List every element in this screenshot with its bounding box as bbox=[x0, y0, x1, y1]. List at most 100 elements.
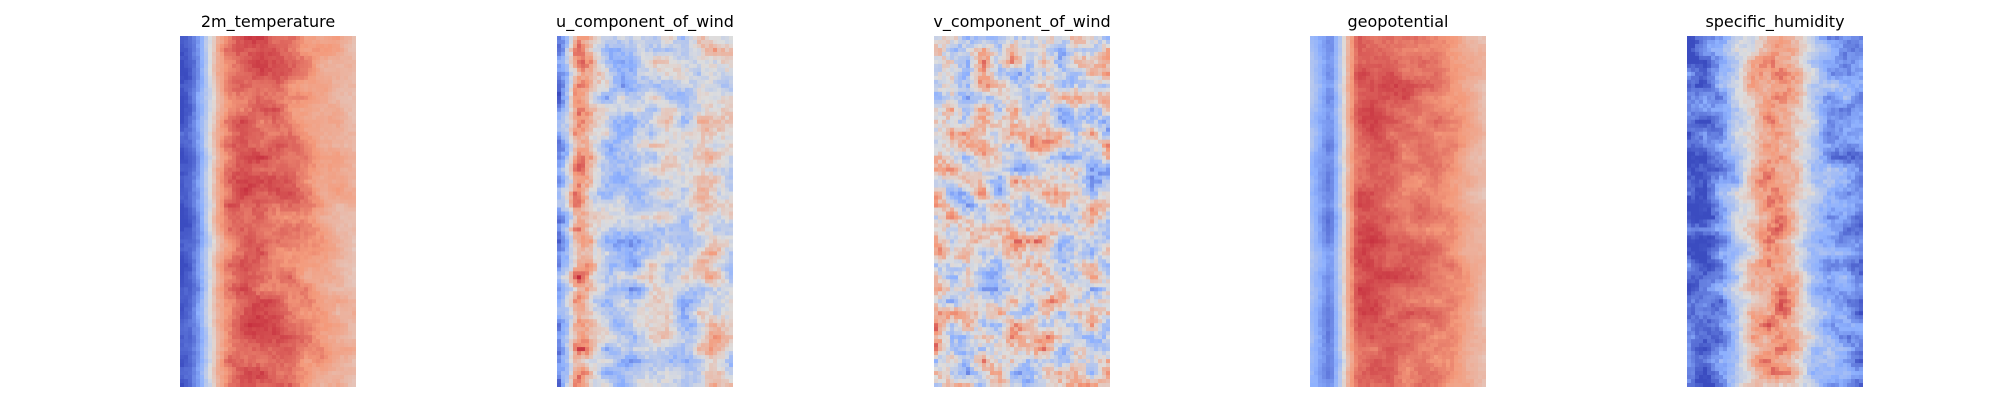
heatmap-cell bbox=[204, 207, 209, 213]
heatmap-cell bbox=[280, 63, 285, 69]
heatmap-cell bbox=[621, 131, 626, 137]
heatmap-cell bbox=[296, 36, 301, 41]
heatmap-cell bbox=[589, 59, 594, 65]
heatmap-cell bbox=[336, 99, 341, 105]
heatmap-cell bbox=[192, 279, 197, 284]
heatmap-cell bbox=[244, 111, 249, 117]
heatmap-cell bbox=[256, 351, 261, 356]
heatmap-cell bbox=[280, 147, 285, 153]
heatmap-cell bbox=[348, 235, 353, 241]
heatmap-cell bbox=[220, 299, 225, 304]
heatmap-cell bbox=[729, 83, 733, 89]
heatmap-cell bbox=[308, 267, 313, 272]
heatmap-cell bbox=[328, 167, 333, 173]
heatmap-cell bbox=[268, 375, 273, 380]
heatmap-cell bbox=[224, 219, 229, 225]
heatmap-cell bbox=[312, 335, 317, 340]
heatmap-cell bbox=[693, 127, 698, 133]
heatmap-cell bbox=[332, 59, 337, 65]
heatmap-cell bbox=[573, 127, 578, 133]
heatmap-cell bbox=[697, 75, 702, 81]
heatmap-cell bbox=[280, 67, 285, 73]
heatmap-cell bbox=[344, 151, 349, 157]
heatmap-cell bbox=[192, 171, 197, 177]
heatmap-cell bbox=[220, 371, 225, 376]
heatmap-cell bbox=[288, 47, 293, 53]
heatmap-cell bbox=[653, 39, 658, 45]
heatmap-cell bbox=[216, 275, 221, 280]
heatmap-cell bbox=[280, 351, 285, 356]
heatmap-cell bbox=[669, 115, 674, 121]
heatmap-cell bbox=[212, 323, 217, 328]
heatmap-cell bbox=[280, 259, 285, 264]
heatmap-cell bbox=[633, 123, 638, 129]
heatmap-cell bbox=[280, 223, 285, 229]
heatmap-cell bbox=[336, 355, 341, 360]
heatmap-cell bbox=[637, 59, 642, 65]
heatmap-cell bbox=[336, 299, 341, 304]
heatmap-cell bbox=[340, 75, 345, 81]
heatmap-cell bbox=[348, 239, 353, 245]
heatmap-cell bbox=[232, 335, 237, 340]
heatmap-cell bbox=[589, 99, 594, 105]
heatmap-cell bbox=[577, 55, 582, 61]
heatmap-cell bbox=[272, 111, 277, 117]
heatmap-cell bbox=[244, 243, 249, 248]
heatmap-cell bbox=[573, 59, 578, 65]
heatmap-cell bbox=[268, 287, 273, 292]
heatmap-cell bbox=[296, 119, 301, 125]
heatmap-cell bbox=[288, 55, 293, 61]
heatmap-cell bbox=[300, 155, 305, 161]
heatmap-cell bbox=[268, 307, 273, 312]
heatmap-cell bbox=[216, 383, 221, 387]
heatmap-cell bbox=[617, 135, 622, 141]
heatmap-cell bbox=[665, 79, 670, 85]
heatmap-cell bbox=[196, 199, 201, 205]
heatmap-cell bbox=[224, 203, 229, 209]
heatmap-cell bbox=[256, 335, 261, 340]
heatmap-cell bbox=[352, 171, 356, 177]
heatmap-cell bbox=[585, 71, 590, 77]
heatmap-cell bbox=[328, 275, 333, 280]
heatmap-cell bbox=[204, 363, 209, 368]
heatmap-cell bbox=[220, 335, 225, 340]
heatmap-cell bbox=[224, 36, 229, 41]
heatmap-cell bbox=[597, 43, 602, 49]
heatmap-cell bbox=[725, 71, 730, 77]
heatmap-cell bbox=[248, 147, 253, 153]
heatmap-cell bbox=[184, 279, 189, 284]
heatmap-cell bbox=[300, 135, 305, 141]
heatmap-cell bbox=[705, 36, 710, 41]
heatmap-cell bbox=[200, 255, 205, 260]
heatmap-cell bbox=[573, 71, 578, 77]
heatmap-cell bbox=[705, 95, 710, 101]
heatmap-cell bbox=[228, 127, 233, 133]
heatmap-cell bbox=[292, 179, 297, 185]
heatmap-cell bbox=[260, 323, 265, 328]
heatmap-cell bbox=[352, 347, 356, 352]
heatmap-cell bbox=[573, 91, 578, 97]
heatmap-cell bbox=[701, 83, 706, 89]
heatmap-cell bbox=[276, 315, 281, 320]
heatmap-cell bbox=[188, 99, 193, 105]
heatmap-cell bbox=[336, 315, 341, 320]
heatmap-cell bbox=[709, 119, 714, 125]
heatmap-cell bbox=[328, 255, 333, 260]
heatmap-cell bbox=[565, 115, 570, 121]
heatmap-cell bbox=[188, 183, 193, 189]
heatmap-cell bbox=[264, 259, 269, 264]
heatmap-cell bbox=[561, 135, 566, 141]
heatmap-cell bbox=[276, 151, 281, 157]
heatmap-cell bbox=[328, 95, 333, 101]
heatmap-cell bbox=[216, 203, 221, 209]
heatmap-cell bbox=[352, 295, 356, 300]
heatmap-cell bbox=[352, 111, 356, 117]
heatmap-cell bbox=[256, 195, 261, 201]
heatmap-cell bbox=[276, 123, 281, 129]
heatmap-cell bbox=[208, 195, 213, 201]
heatmap-cell bbox=[252, 367, 257, 372]
heatmap-cell bbox=[312, 311, 317, 316]
heatmap-cell bbox=[276, 195, 281, 201]
heatmap-cell bbox=[248, 95, 253, 101]
heatmap-cell bbox=[601, 39, 606, 45]
